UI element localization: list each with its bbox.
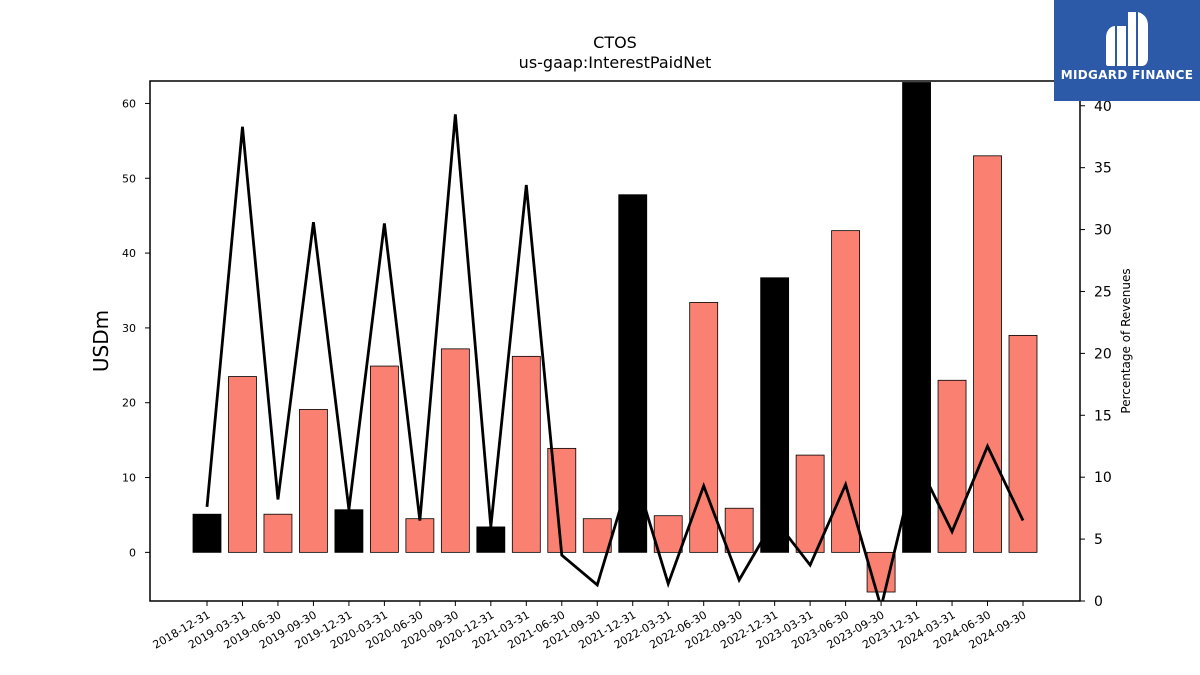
y-tick-label-10: 10	[122, 472, 136, 485]
y2-axis-label: Percentage of Revenues	[1119, 268, 1133, 413]
y2-tick-label-5: 5	[1094, 532, 1103, 548]
y2-tick-label-30: 30	[1094, 223, 1112, 239]
bar-2023-06-30	[831, 230, 861, 553]
bar-2020-12-31	[476, 526, 506, 553]
y2-tick-label-10: 10	[1094, 470, 1112, 486]
y-tick-label-40: 40	[122, 247, 136, 260]
brand-logo: MIDGARD FINANCE	[1054, 0, 1200, 101]
y2-tick-label-40: 40	[1094, 99, 1112, 115]
chart-subtitle: us-gaap:InterestPaidNet	[518, 53, 712, 72]
y2-tick-label-35: 35	[1094, 161, 1112, 177]
bar-2021-03-31	[511, 355, 541, 553]
bar-2019-09-30	[299, 409, 328, 553]
plot-frame	[149, 80, 1081, 602]
y-tick-label-30: 30	[122, 322, 136, 335]
bar-2019-12-31	[334, 509, 364, 553]
bar-2020-06-30	[405, 518, 435, 553]
y-tick-label-60: 60	[122, 97, 136, 110]
y-axis-label: USDm	[89, 310, 113, 372]
bar-2020-09-30	[440, 348, 470, 553]
bar-2021-12-31	[618, 194, 648, 553]
y2-tick-label-0: 0	[1094, 594, 1103, 610]
bar-2024-06-30	[973, 155, 1002, 553]
bar-2024-03-31	[937, 379, 967, 553]
bar-2021-09-30	[582, 518, 612, 553]
bar-2019-03-31	[228, 376, 257, 553]
bar-2024-09-30	[1008, 334, 1038, 553]
bar-2019-06-30	[263, 513, 293, 553]
bar-2023-03-31	[795, 454, 825, 553]
y-tick-label-20: 20	[122, 397, 136, 410]
chart-title: CTOS	[593, 33, 637, 52]
bar-2022-09-30	[724, 507, 754, 553]
bar-2022-03-31	[653, 515, 683, 553]
midgard-logo-icon	[1106, 12, 1148, 66]
bar-2023-12-31	[902, 82, 931, 553]
brand-name: MIDGARD FINANCE	[1060, 68, 1194, 82]
y-tick-label-50: 50	[122, 172, 136, 185]
bar-2020-03-31	[369, 365, 399, 553]
y2-tick-label-25: 25	[1094, 284, 1112, 300]
y2-tick-label-20: 20	[1094, 346, 1112, 362]
bar-2018-12-31	[192, 513, 222, 553]
y-tick-label-0: 0	[129, 546, 136, 559]
revenue-percentage-line	[205, 114, 1025, 601]
y2-tick-label-15: 15	[1094, 408, 1112, 424]
bar-2022-12-31	[760, 277, 790, 553]
